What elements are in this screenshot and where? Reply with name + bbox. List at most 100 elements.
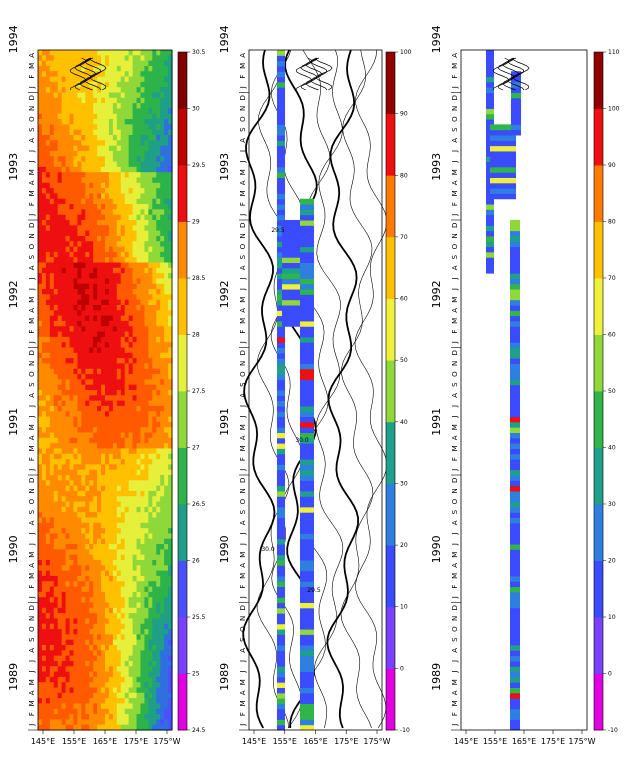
- field-cell: [140, 565, 145, 571]
- field-cell: [81, 369, 86, 375]
- field-cell: [42, 486, 47, 492]
- field-cell: [97, 294, 102, 300]
- field-cell: [73, 688, 78, 694]
- value-cell: [300, 698, 314, 704]
- field-cell: [133, 672, 138, 678]
- field-cell: [117, 124, 122, 130]
- value-cell: [486, 231, 494, 237]
- field-cell: [156, 480, 161, 486]
- field-cell: [54, 284, 59, 290]
- field-cell: [97, 433, 102, 439]
- field-cell: [62, 209, 67, 215]
- field-cell: [121, 411, 126, 417]
- field-cell: [156, 321, 161, 327]
- field-cell: [46, 183, 51, 189]
- field-cell: [152, 140, 157, 146]
- field-cell: [109, 379, 114, 385]
- field-cell: [42, 433, 47, 439]
- value-cell: [282, 284, 300, 290]
- field-cell: [73, 571, 78, 577]
- field-cell: [113, 661, 118, 667]
- field-cell: [101, 587, 106, 593]
- field-cell: [129, 709, 134, 715]
- field-cell: [38, 241, 43, 247]
- value-cell: [510, 480, 520, 486]
- month-label: S: [28, 382, 36, 387]
- colorbar-tick-label: 27: [192, 445, 200, 452]
- field-cell: [70, 332, 75, 338]
- field-cell: [117, 433, 122, 439]
- field-cell: [58, 640, 63, 646]
- field-cell: [133, 252, 138, 258]
- field-cell: [105, 178, 110, 184]
- field-cell: [117, 66, 122, 72]
- field-cell: [38, 480, 43, 486]
- month-label: M: [28, 552, 36, 558]
- field-cell: [66, 204, 71, 210]
- field-cell: [73, 337, 78, 343]
- field-cell: [144, 247, 149, 253]
- field-cell: [62, 433, 67, 439]
- field-cell: [137, 369, 142, 375]
- field-cell: [70, 151, 75, 157]
- field-cell: [121, 204, 126, 210]
- field-cell: [101, 284, 106, 290]
- field-cell: [109, 71, 114, 77]
- field-cell: [129, 427, 134, 433]
- field-cell: [160, 565, 165, 571]
- field-cell: [38, 369, 43, 375]
- field-cell: [97, 613, 102, 619]
- field-cell: [85, 353, 90, 359]
- field-cell: [62, 183, 67, 189]
- field-cell: [97, 682, 102, 688]
- field-cell: [160, 183, 165, 189]
- field-cell: [152, 82, 157, 88]
- field-cell: [133, 549, 138, 555]
- value-cell: [282, 316, 300, 322]
- field-cell: [109, 645, 114, 651]
- field-cell: [46, 544, 51, 550]
- field-cell: [97, 119, 102, 125]
- field-cell: [85, 156, 90, 162]
- field-cell: [152, 427, 157, 433]
- field-cell: [97, 422, 102, 428]
- field-cell: [140, 188, 145, 194]
- field-cell: [121, 167, 126, 173]
- field-cell: [101, 464, 106, 470]
- field-cell: [105, 629, 110, 635]
- field-cell: [42, 348, 47, 354]
- field-cell: [148, 305, 153, 311]
- field-cell: [42, 682, 47, 688]
- field-cell: [58, 688, 63, 694]
- field-cell: [93, 369, 98, 375]
- field-cell: [46, 624, 51, 630]
- field-cell: [156, 438, 161, 444]
- field-cell: [70, 592, 75, 598]
- field-cell: [93, 332, 98, 338]
- field-cell: [121, 193, 126, 199]
- field-cell: [164, 656, 169, 662]
- field-cell: [109, 608, 114, 614]
- field-cell: [113, 156, 118, 162]
- field-cell: [117, 693, 122, 699]
- field-cell: [137, 491, 142, 497]
- field-cell: [156, 55, 161, 61]
- field-cell: [125, 188, 130, 194]
- field-cell: [140, 650, 145, 656]
- field-cell: [152, 294, 157, 300]
- field-cell: [97, 448, 102, 454]
- field-cell: [42, 363, 47, 369]
- field-cell: [109, 693, 114, 699]
- field-cell: [144, 486, 149, 492]
- field-cell: [89, 496, 94, 502]
- field-cell: [109, 682, 114, 688]
- field-cell: [89, 332, 94, 338]
- field-cell: [42, 443, 47, 449]
- field-cell: [46, 427, 51, 433]
- field-cell: [81, 576, 86, 582]
- value-cell: [300, 215, 314, 221]
- value-cell: [277, 528, 285, 534]
- field-cell: [121, 677, 126, 683]
- field-cell: [125, 528, 130, 534]
